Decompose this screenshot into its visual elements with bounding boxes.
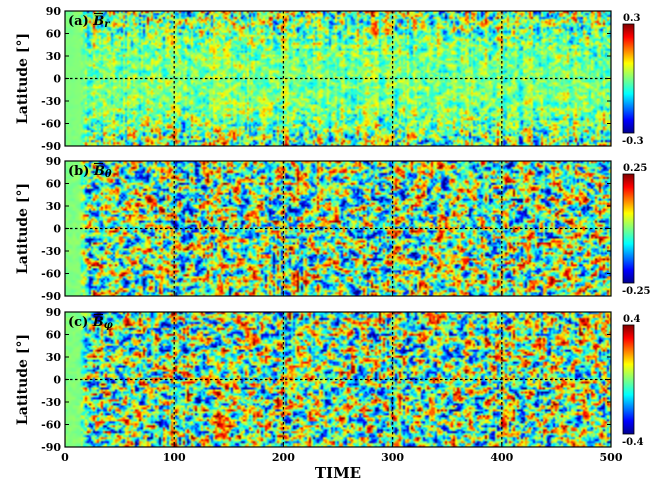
panel-1: 90 60 30 0 -30 -60 -90 Latitude [°] (a) Br 0.3 -0.… (15, 5, 644, 153)
colorbar: 0.3 -0.3 (622, 13, 644, 147)
x-axis-label: TIME (315, 464, 361, 482)
y-tick-label: -30 (41, 95, 61, 108)
y-tick-label: 60 (46, 28, 62, 41)
y-tick-label: 60 (46, 178, 62, 191)
y-tick-label: -90 (41, 290, 61, 303)
y-tick-label: -60 (41, 268, 61, 281)
y-axis-label: Latitude [°] (15, 334, 31, 425)
colorbar-max-label: 0.4 (623, 314, 640, 325)
panel-title: (b) Bθ (68, 164, 112, 180)
colorbar: 0.4 -0.4 (622, 314, 644, 448)
panel-title: (c) Bφ (68, 315, 113, 331)
y-axis-label: Latitude [°] (15, 183, 31, 274)
y-tick-label: -60 (41, 419, 61, 432)
colorbar-max-label: 0.3 (623, 13, 640, 24)
y-tick-label: 0 (53, 223, 61, 236)
y-tick-label: 60 (46, 329, 62, 342)
colorbar-min-label: -0.4 (622, 437, 644, 448)
x-tick-label: 500 (600, 451, 623, 464)
colorbar-gradient (622, 324, 635, 435)
colorbar-min-label: -0.3 (622, 136, 644, 147)
x-tick-label: 0 (61, 451, 69, 464)
y-axis-label: Latitude [°] (15, 33, 31, 124)
colorbar: 0.25 -0.25 (622, 163, 651, 297)
y-tick-label: -60 (41, 118, 61, 131)
y-tick-label: 90 (46, 5, 62, 18)
y-tick-label: 30 (46, 351, 62, 364)
x-tick-label: 200 (272, 451, 295, 464)
colorbar-max-label: 0.25 (623, 163, 647, 174)
y-tick-label: 30 (46, 50, 62, 63)
y-tick-label: 30 (46, 200, 62, 213)
y-tick-label: 90 (46, 306, 62, 319)
colorbar-min-label: -0.25 (622, 286, 651, 297)
x-axis: 0 100 200 300 400 500 (61, 142, 623, 464)
y-tick-label: -30 (41, 396, 61, 409)
panel-2: 90 60 30 0 -30 -60 -90 Latitude [°] (b) Bθ 0.25 -0… (15, 155, 651, 303)
x-tick-label: 300 (381, 451, 404, 464)
y-tick-label: -30 (41, 245, 61, 258)
panel-title: (a) Br (68, 14, 110, 30)
x-tick-label: 100 (163, 451, 186, 464)
x-tick-label: 400 (490, 451, 513, 464)
y-tick-label: -90 (41, 140, 61, 153)
y-tick-label: 90 (46, 155, 62, 168)
y-tick-label: 0 (53, 374, 61, 387)
colorbar-gradient (622, 173, 635, 284)
colorbar-gradient (622, 23, 635, 134)
y-tick-label: -90 (41, 441, 61, 454)
y-tick-label: 0 (53, 73, 61, 86)
panel-3: 90 60 30 0 -30 -60 -90 Latitude [°] (c) Bφ 0.4 -0.… (15, 306, 644, 454)
